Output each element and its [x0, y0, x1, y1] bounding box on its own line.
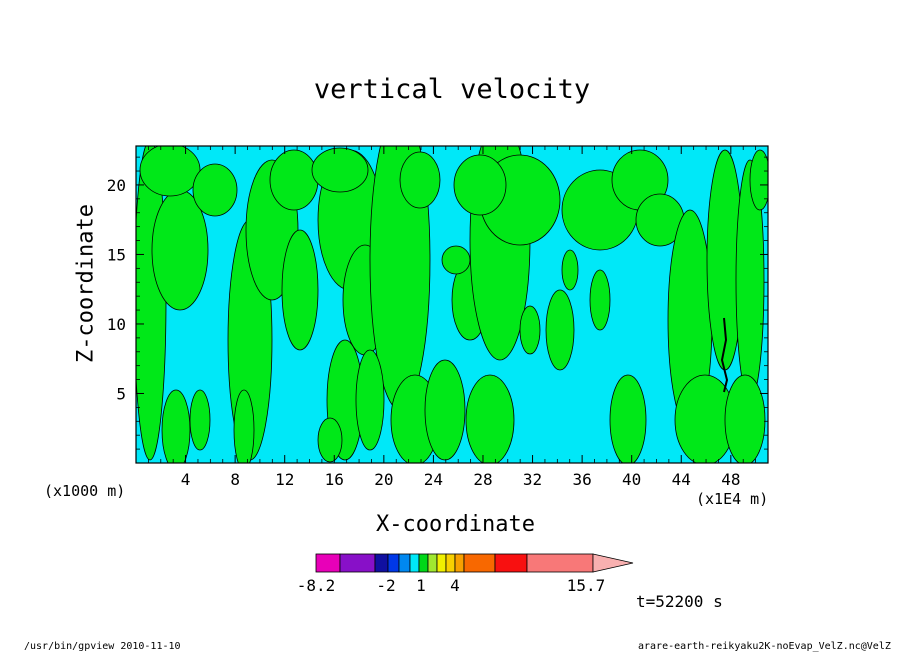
- x-axis-ticks: 4 8 12 16 20 24 28 32 36 40 44 48: [147, 146, 757, 489]
- colorbar-segment: [374, 553, 389, 573]
- updraft-region: [311, 147, 369, 193]
- updraft-region: [749, 149, 768, 211]
- colorbar-arrow: [592, 553, 634, 573]
- colorbar-segment: [409, 553, 420, 573]
- x-tick-label: 48: [721, 470, 740, 489]
- updraft-region: [192, 163, 238, 217]
- colorbar-segment: [339, 553, 376, 573]
- x-tick-label: 40: [622, 470, 641, 489]
- x-axis-label: X-coordinate: [376, 512, 535, 537]
- colorbar-segment: [454, 553, 465, 573]
- colorbar-segment: [494, 553, 528, 573]
- updraft-region: [424, 359, 466, 461]
- colorbar-tick-label: 15.7: [567, 576, 606, 595]
- strong-updraft-line: [720, 317, 729, 393]
- x-tick-label: 12: [275, 470, 294, 489]
- x-tick-label: 24: [424, 470, 443, 489]
- y-tick-label: 10: [107, 315, 126, 334]
- updraft-region: [453, 154, 507, 216]
- updraft-region: [399, 151, 441, 209]
- updraft-region: [609, 374, 647, 463]
- colorbar-segment: [387, 553, 400, 573]
- colorbar-tick-label: 1: [416, 576, 426, 595]
- x-unit-right: (x1E4 m): [696, 490, 769, 508]
- updraft-region: [589, 269, 611, 331]
- updraft-region: [355, 349, 385, 451]
- colorbar-tick-label: 4: [450, 576, 460, 595]
- colorbar-segment: [427, 553, 438, 573]
- colorbar-tick-label: -8.2: [297, 576, 336, 595]
- x-tick-label: 44: [672, 470, 691, 489]
- colorbar-segment: [398, 553, 411, 573]
- footer-program-date: /usr/bin/gpview 2010-11-10: [24, 641, 181, 652]
- chart-title: vertical velocity: [313, 74, 591, 105]
- colorbar: -8.2 -2 1 4 15.7: [297, 553, 634, 595]
- x-tick-label: 36: [572, 470, 591, 489]
- y-tick-label: 20: [107, 176, 126, 195]
- y-axis-label: Z-coordinate: [73, 204, 99, 363]
- x-tick-label: 8: [230, 470, 240, 489]
- colorbar-segment: [463, 553, 496, 573]
- plot-frame: [135, 145, 769, 464]
- x-tick-label: 4: [181, 470, 191, 489]
- colorbar-segment: [436, 553, 447, 573]
- y-tick-label: 15: [107, 245, 126, 264]
- updraft-region: [139, 146, 201, 197]
- x-tick-label: 32: [523, 470, 542, 489]
- colorbar-segment: [445, 553, 456, 573]
- updraft-region: [233, 389, 255, 463]
- x-tick-label: 28: [473, 470, 492, 489]
- x-tick-label: 16: [325, 470, 344, 489]
- updraft-region: [519, 305, 541, 355]
- updraft-region: [161, 389, 191, 463]
- colorbar-segment: [418, 553, 429, 573]
- updraft-region: [724, 374, 766, 463]
- y-tick-label: 5: [116, 384, 126, 403]
- footer-dataset: arare-earth-reikyaku2K-noEvap_VelZ.nc@Ve…: [638, 641, 891, 652]
- updraft-region: [189, 389, 211, 451]
- x-tick-label: 20: [374, 470, 393, 489]
- colorbar-tick-label: -2: [376, 576, 395, 595]
- y-axis-ticks: 5 10 15 20: [107, 156, 768, 450]
- updraft-region: [441, 245, 471, 275]
- updraft-region: [561, 249, 579, 291]
- updraft-region: [317, 417, 343, 463]
- updraft-region: [269, 149, 319, 211]
- updraft-regions: [136, 146, 768, 463]
- colorbar-segment: [315, 553, 341, 573]
- updraft-region: [545, 289, 575, 371]
- time-label: t=52200 s: [636, 592, 723, 611]
- updraft-region: [281, 229, 319, 351]
- x-unit-left: (x1000 m): [44, 482, 126, 500]
- updraft-region: [465, 374, 515, 463]
- colorbar-segment: [526, 553, 594, 573]
